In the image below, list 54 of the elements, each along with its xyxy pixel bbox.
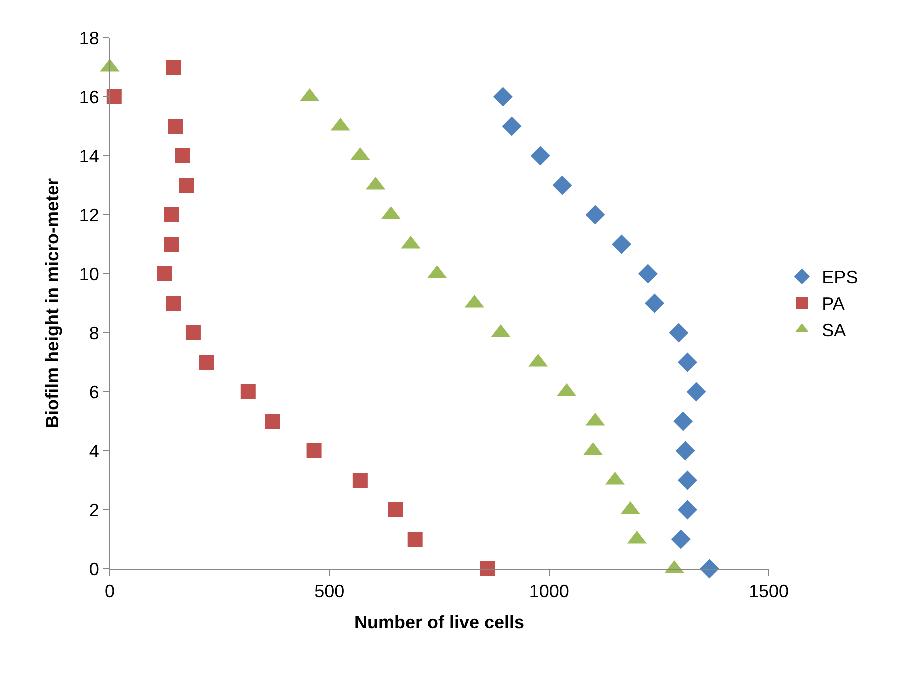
x-tick-label: 1500 — [748, 582, 790, 602]
x-tick-label: 500 — [314, 582, 345, 602]
y-tick-label: 18 — [79, 28, 100, 48]
y-tick-label: 6 — [89, 382, 100, 402]
point — [388, 502, 404, 518]
y-tick-label: 4 — [89, 441, 100, 462]
point — [306, 444, 322, 458]
point — [671, 530, 691, 550]
y-tick-label: 16 — [79, 87, 100, 108]
point — [265, 414, 280, 429]
point — [186, 326, 201, 340]
point — [674, 412, 694, 432]
point — [530, 146, 550, 166]
point — [493, 87, 513, 107]
point — [678, 352, 698, 372]
point — [168, 119, 184, 134]
point — [174, 148, 190, 164]
point — [502, 116, 522, 136]
point — [552, 176, 572, 196]
point — [480, 562, 496, 576]
point — [166, 60, 182, 75]
point — [700, 559, 720, 579]
point — [179, 178, 194, 193]
legend-label: PA — [822, 294, 845, 314]
point — [408, 532, 423, 547]
y-tick-label: 12 — [79, 205, 100, 226]
legend-label: SA — [822, 320, 846, 341]
point — [166, 296, 182, 311]
y-tick-label: 10 — [79, 264, 100, 284]
point — [612, 234, 632, 254]
point — [106, 90, 122, 104]
point — [586, 205, 606, 225]
point — [638, 264, 658, 284]
point — [678, 470, 698, 490]
point — [676, 441, 696, 461]
x-tick-label: 0 — [104, 582, 116, 602]
point — [157, 266, 172, 282]
point — [352, 473, 368, 488]
point — [240, 384, 256, 400]
y-tick-label: 8 — [89, 323, 100, 344]
x-axis-title: Number of live cells — [354, 612, 525, 633]
point — [199, 355, 214, 370]
y-axis-title: Biofilm height in micro-meter — [42, 178, 63, 429]
y-tick-label: 0 — [89, 559, 100, 580]
point — [669, 323, 689, 343]
y-tick-label: 2 — [89, 500, 100, 520]
y-tick-label: 14 — [79, 146, 100, 166]
x-tick-label: 1000 — [529, 582, 570, 602]
point — [164, 208, 180, 222]
legend-label: EPS — [822, 268, 858, 288]
point — [686, 382, 706, 402]
point — [645, 294, 665, 314]
point — [164, 237, 180, 252]
point — [678, 500, 698, 520]
